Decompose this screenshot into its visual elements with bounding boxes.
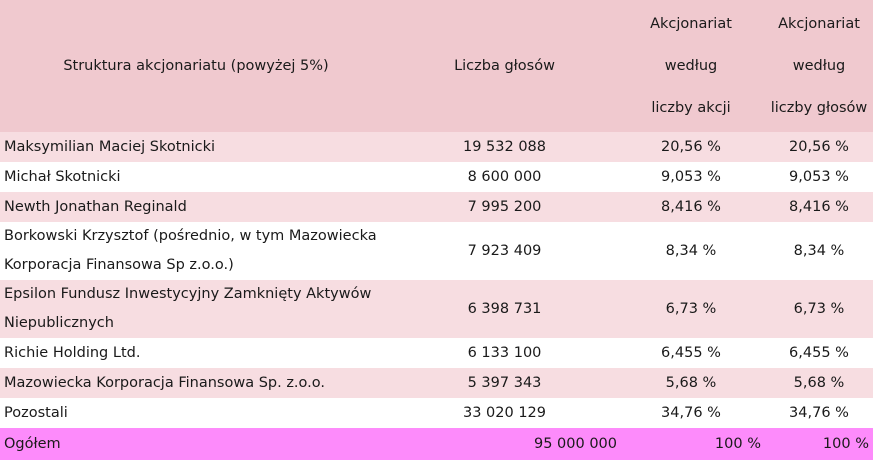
votes-percent: 6,455 % xyxy=(789,345,849,361)
votes-percent: 5,68 % xyxy=(793,375,845,391)
total-label: Ogółem xyxy=(4,435,61,452)
total-row: Ogółem 95 000 000 100 % 100 % xyxy=(0,428,873,460)
votes-percent: 8,416 % xyxy=(789,199,849,215)
votes-count: 6 398 731 xyxy=(467,301,542,317)
votes-count: 8 600 000 xyxy=(467,169,542,185)
table-row: Michał Skotnicki 8 600 000 9,053 % 9,053… xyxy=(0,162,873,192)
votes-percent: 8,34 % xyxy=(793,243,845,259)
shares-percent: 9,053 % xyxy=(661,169,721,185)
shareholder-name: Newth Jonathan Reginald xyxy=(4,198,187,215)
header-structure: Struktura akcjonariatu (powyżej 5%) xyxy=(63,58,329,74)
header-votes: Liczba głosów xyxy=(454,58,555,74)
votes-percent: 6,73 % xyxy=(793,301,845,317)
shareholder-name: Michał Skotnicki xyxy=(4,168,121,185)
header-shares-percent: Akcjonariat według liczby akcji xyxy=(650,16,732,116)
shares-percent: 8,34 % xyxy=(665,243,717,259)
shares-percent: 5,68 % xyxy=(665,375,717,391)
votes-percent: 20,56 % xyxy=(789,139,849,155)
total-votes-percent: 100 % xyxy=(822,436,869,452)
table-row: Borkowski Krzysztof (pośrednio, w tym Ma… xyxy=(0,222,873,280)
total-votes: 95 000 000 xyxy=(533,436,617,452)
shareholder-name: Epsilon Fundusz Inwestycyjny Zamknięty A… xyxy=(4,286,372,331)
shareholder-name: Richie Holding Ltd. xyxy=(4,344,141,361)
shares-percent: 8,416 % xyxy=(661,199,721,215)
shareholder-name: Maksymilian Maciej Skotnicki xyxy=(4,138,216,155)
votes-count: 19 532 088 xyxy=(462,139,547,155)
table-row: Maksymilian Maciej Skotnicki 19 532 088 … xyxy=(0,132,873,162)
shareholder-name: Pozostali xyxy=(4,404,68,421)
shareholder-name: Mazowiecka Korporacja Finansowa Sp. z.o.… xyxy=(4,374,325,391)
shares-percent: 6,455 % xyxy=(661,345,721,361)
table-row: Mazowiecka Korporacja Finansowa Sp. z.o.… xyxy=(0,368,873,398)
total-shares-percent: 100 % xyxy=(714,436,761,452)
table-row: Epsilon Fundusz Inwestycyjny Zamknięty A… xyxy=(0,280,873,338)
shares-percent: 6,73 % xyxy=(665,301,717,317)
votes-percent: 9,053 % xyxy=(789,169,849,185)
header-row: Struktura akcjonariatu (powyżej 5%) Licz… xyxy=(0,0,873,132)
votes-count: 5 397 343 xyxy=(467,375,542,391)
table-row: Pozostali 33 020 129 34,76 % 34,76 % xyxy=(0,398,873,428)
votes-percent: 34,76 % xyxy=(789,405,849,421)
table-row: Richie Holding Ltd. 6 133 100 6,455 % 6,… xyxy=(0,338,873,368)
header-votes-percent: Akcjonariat według liczby głosów xyxy=(770,16,868,116)
votes-count: 33 020 129 xyxy=(462,405,547,421)
shareholder-name: Borkowski Krzysztof (pośrednio, w tym Ma… xyxy=(4,228,377,273)
votes-count: 7 923 409 xyxy=(467,243,542,259)
table-row: Newth Jonathan Reginald 7 995 200 8,416 … xyxy=(0,192,873,222)
votes-count: 7 995 200 xyxy=(467,199,542,215)
votes-count: 6 133 100 xyxy=(467,345,542,361)
shares-percent: 20,56 % xyxy=(661,139,721,155)
shares-percent: 34,76 % xyxy=(661,405,721,421)
